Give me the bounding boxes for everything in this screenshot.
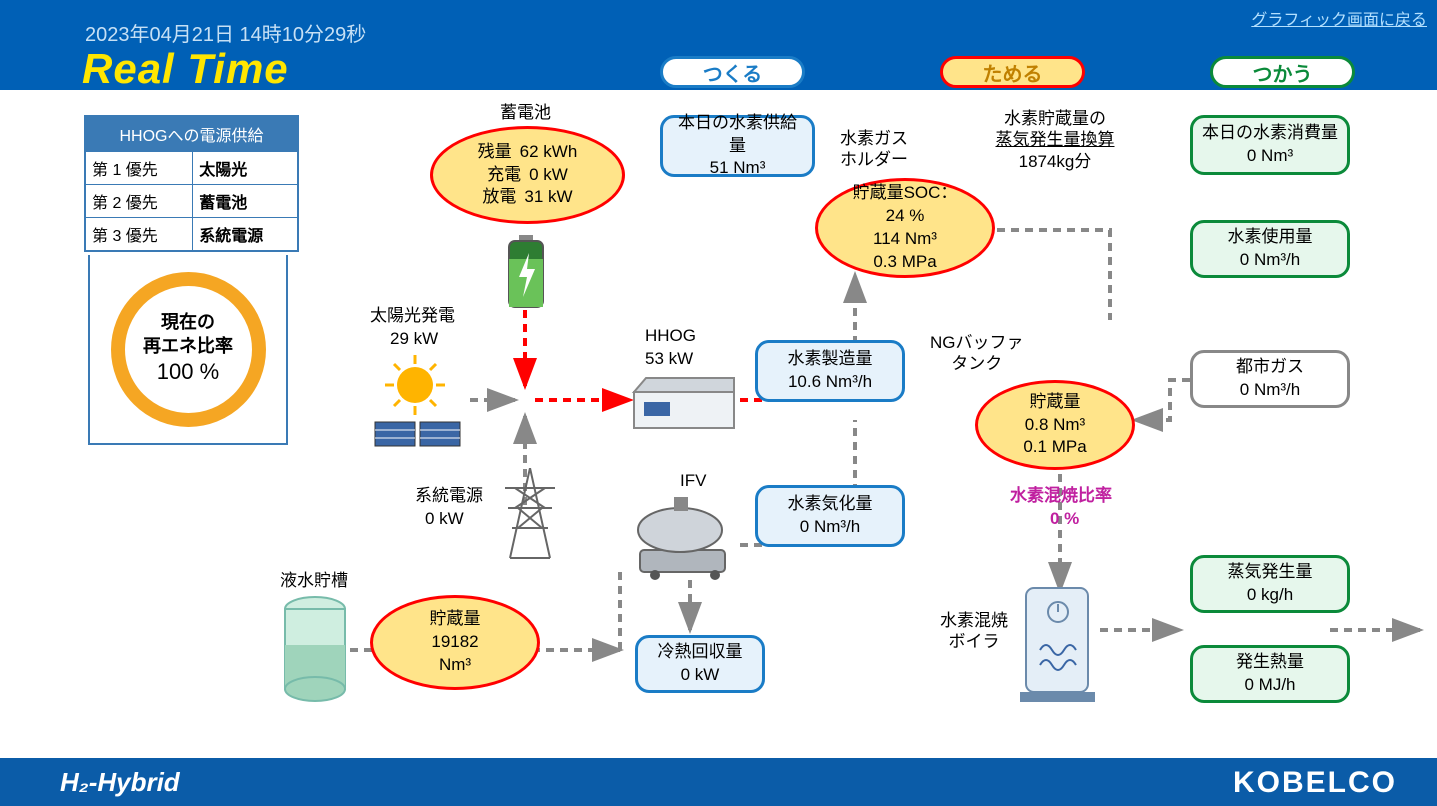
tab-use[interactable]: つかう — [1210, 56, 1355, 88]
bottombar: H₂-Hybrid KOBELCO — [0, 758, 1437, 806]
renewable-ratio-circle: 現在の 再エネ比率 100 % — [111, 272, 266, 427]
tank-icon — [280, 595, 350, 709]
lh2-label: 液水貯槽 — [280, 570, 348, 591]
tab-make[interactable]: つくる — [660, 56, 805, 88]
table-row: 第 2 優先蓄電池 — [85, 185, 298, 218]
mix-ratio-value: 0 % — [1050, 508, 1079, 529]
pylon-icon — [500, 468, 560, 567]
hhog-label: HHOG — [645, 325, 696, 346]
footer-left: H₂-Hybrid — [60, 767, 180, 798]
lh2-storage-ellipse: 貯蔵量 19182 Nm³ — [370, 595, 540, 690]
battery-icon — [505, 235, 547, 314]
diagram-canvas: HHOGへの電源供給 第 1 優先太陽光 第 2 優先蓄電池 第 3 優先系統電… — [0, 90, 1437, 758]
solar-label: 太陽光発電 — [370, 305, 455, 326]
ng-buffer-ellipse: 貯蔵量 0.8 Nm³ 0.1 MPa — [975, 380, 1135, 470]
tab-store[interactable]: ためる — [940, 56, 1085, 88]
city-gas-box: 都市ガス 0 Nm³/h — [1190, 350, 1350, 408]
gas-holder-title: 水素ガス ホルダー — [840, 128, 908, 171]
grid-label: 系統電源 — [415, 485, 483, 506]
ratio-value: 100 % — [157, 358, 219, 387]
boiler-icon — [1020, 580, 1095, 709]
ifv-label: IFV — [680, 470, 706, 491]
return-link[interactable]: グラフィック画面に戻る — [1251, 6, 1427, 30]
ng-buffer-title: NGバッファ タンク — [930, 332, 1024, 375]
steam-eq-label: 水素貯蔵量の 蒸気発生量換算 1874kg分 — [985, 108, 1125, 172]
ratio-label1: 現在の — [161, 311, 215, 334]
heat-gen-box: 発生熱量 0 MJ/h — [1190, 645, 1350, 703]
timestamp: 2023年04月21日 14時10分29秒 — [85, 18, 366, 47]
hhog-icon — [630, 372, 740, 436]
boiler-label: 水素混焼 ボイラ — [940, 610, 1008, 653]
footer-right: KOBELCO — [1233, 766, 1397, 800]
battery-ellipse: 残量62 kWh 充電0 kW 放電31 kW — [430, 126, 625, 224]
cold-recover-box: 冷熱回収量 0 kW — [635, 635, 765, 693]
steam-gen-box: 蒸気発生量 0 kg/h — [1190, 555, 1350, 613]
consume-today-box: 本日の水素消費量 0 Nm³ — [1190, 115, 1350, 175]
sun-icon — [370, 350, 465, 464]
battery-title: 蓄電池 — [500, 102, 551, 123]
priority-table: HHOGへの電源供給 第 1 優先太陽光 第 2 優先蓄電池 第 3 優先系統電… — [84, 115, 299, 252]
grid-value: 0 kW — [425, 508, 464, 529]
hhog-value: 53 kW — [645, 348, 693, 369]
supply-today-box: 本日の水素供給量 51 Nm³ — [660, 115, 815, 177]
ifv-icon — [620, 495, 745, 584]
topbar: 2023年04月21日 14時10分29秒 Real Time グラフィック画面… — [0, 0, 1437, 90]
priority-header: HHOGへの電源供給 — [85, 116, 298, 152]
gas-holder-ellipse: 貯蔵量SOC： 24 % 114 Nm³ 0.3 MPa — [815, 178, 995, 278]
h2-vapor-box: 水素気化量 0 Nm³/h — [755, 485, 905, 547]
renewable-ratio-panel: 現在の 再エネ比率 100 % — [88, 255, 288, 445]
page-title: Real Time — [82, 45, 289, 93]
h2-prod-box: 水素製造量 10.6 Nm³/h — [755, 340, 905, 402]
table-row: 第 1 優先太陽光 — [85, 152, 298, 185]
h2-use-box: 水素使用量 0 Nm³/h — [1190, 220, 1350, 278]
mix-ratio-label: 水素混焼比率 — [1010, 485, 1112, 506]
solar-value: 29 kW — [390, 328, 438, 349]
table-row: 第 3 優先系統電源 — [85, 218, 298, 252]
ratio-label2: 再エネ比率 — [143, 335, 233, 358]
